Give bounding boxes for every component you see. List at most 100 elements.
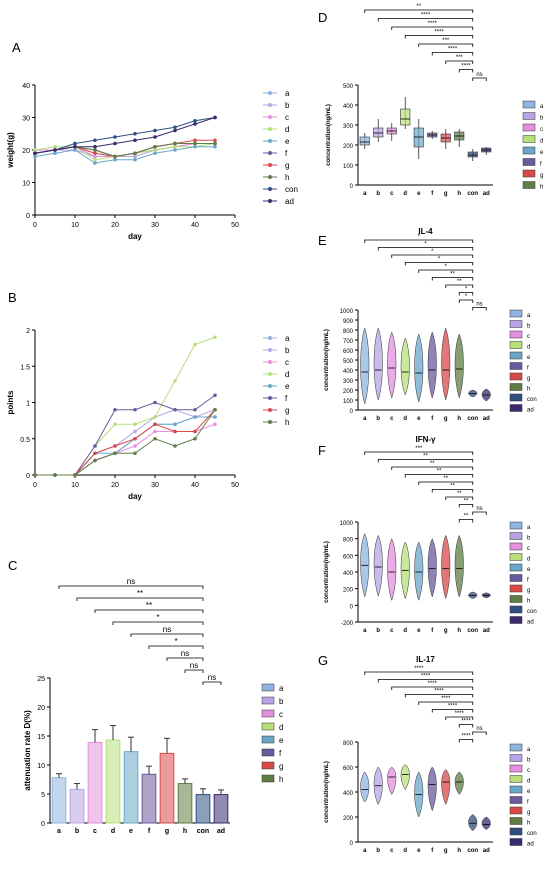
data-point-g — [193, 429, 197, 434]
y-tick-label: 500 — [343, 359, 354, 365]
significance-label: **** — [461, 64, 471, 70]
data-point-e — [173, 148, 177, 152]
legend-label-ad: ad — [527, 842, 534, 848]
significance-label: ** — [457, 491, 462, 497]
bar-ad — [213, 794, 229, 824]
data-point-con — [73, 141, 77, 146]
significance-label: * — [445, 264, 448, 270]
significance-label: ** — [464, 499, 469, 505]
significance-label: ns — [476, 302, 482, 308]
data-point-h — [133, 151, 137, 156]
violin-h — [454, 534, 464, 598]
legend-swatch-b — [509, 320, 523, 328]
significance-bracket — [418, 43, 474, 47]
data-point-h — [153, 144, 157, 149]
data-point-d — [53, 144, 57, 149]
legend-marker-b — [268, 348, 272, 352]
x-tick-label: h — [457, 416, 461, 422]
significance-bracket — [458, 504, 474, 508]
legend-swatch-f — [509, 796, 523, 804]
significance-bracket — [431, 489, 474, 493]
significance-label: ** — [430, 461, 435, 467]
data-point-h — [173, 444, 177, 448]
x-tick-label: ad — [483, 191, 490, 197]
data-point-f — [93, 444, 97, 448]
legend-swatch-d — [509, 553, 523, 561]
significance-label: *** — [456, 55, 464, 61]
data-point-ad — [133, 138, 137, 143]
significance-bracket — [418, 481, 474, 485]
significance-label: **** — [421, 13, 431, 19]
legend-label-f: f — [540, 162, 542, 168]
legend-label-e: e — [285, 137, 290, 146]
box-e — [413, 127, 424, 148]
significance-label: * — [438, 257, 441, 263]
y-tick-label: 0 — [350, 604, 354, 610]
significance-label: **** — [455, 711, 465, 717]
legend-swatch-d — [509, 775, 523, 783]
x-tick-label: f — [431, 628, 434, 634]
legend-swatch-ad — [509, 404, 523, 412]
x-tick-label: con — [197, 828, 209, 835]
data-point-e — [213, 415, 217, 419]
legend-swatch-g — [509, 584, 523, 593]
data-point-con — [133, 131, 137, 136]
legend-label-f: f — [285, 394, 288, 403]
significance-label: ** — [416, 4, 421, 10]
data-point-d — [193, 342, 197, 347]
significance-bracket — [377, 459, 474, 463]
legend-label-f: f — [285, 149, 288, 158]
y-tick-label: 100 — [343, 164, 354, 170]
x-tick-label: f — [431, 416, 434, 422]
data-point-e — [33, 154, 37, 159]
significance-bracket — [472, 511, 487, 515]
legend-swatch-a — [509, 521, 523, 530]
legend-label-a: a — [527, 525, 531, 531]
legend-label-f: f — [527, 366, 529, 372]
data-point-d — [93, 157, 97, 162]
significance-bracket — [431, 277, 474, 281]
bar-f — [141, 773, 157, 824]
significance-label: ** — [450, 272, 455, 278]
series-line-e — [34, 146, 215, 164]
significance-bracket — [404, 35, 474, 39]
x-tick-label: a — [363, 416, 367, 422]
data-point-e — [193, 144, 197, 149]
x-tick-label: b — [376, 191, 380, 197]
legend-label-h: h — [540, 185, 543, 191]
significance-bracket — [377, 679, 474, 683]
bar-a — [51, 777, 67, 824]
violin-b — [373, 534, 383, 597]
data-point-g — [173, 429, 177, 434]
significance-label: ns — [476, 506, 482, 512]
x-tick-label: a — [363, 628, 367, 634]
y-tick-label: 0 — [350, 409, 354, 415]
legend-label-d: d — [540, 139, 543, 145]
significance-bracket — [472, 731, 487, 735]
x-tick-label: e — [417, 848, 421, 854]
y-tick-label: 40 — [22, 83, 30, 90]
bar-d — [105, 739, 121, 824]
significance-label: ns — [190, 661, 198, 670]
significance-bracket — [202, 681, 222, 685]
panel-label-g: G — [318, 653, 329, 668]
significance-label: * — [465, 287, 468, 293]
data-point-d — [113, 422, 117, 427]
x-tick-label: d — [403, 628, 407, 634]
legend-label-d: d — [285, 370, 289, 379]
data-point-con — [113, 135, 117, 139]
bar-g — [159, 752, 175, 824]
chart-ifng: -200 0 200 400 600 800 1000 concentration(ng/mL… — [324, 435, 537, 634]
legend-label-a: a — [285, 89, 290, 98]
legend-label-h: h — [285, 173, 289, 182]
data-point-ad — [113, 141, 117, 146]
significance-bracket — [418, 269, 474, 273]
y-tick-label: 400 — [343, 571, 354, 577]
legend-marker-g — [268, 163, 272, 167]
data-point-e — [93, 161, 97, 165]
legend-marker-c — [268, 360, 272, 364]
x-tick-label: g — [444, 416, 448, 422]
violin-e — [414, 541, 424, 602]
